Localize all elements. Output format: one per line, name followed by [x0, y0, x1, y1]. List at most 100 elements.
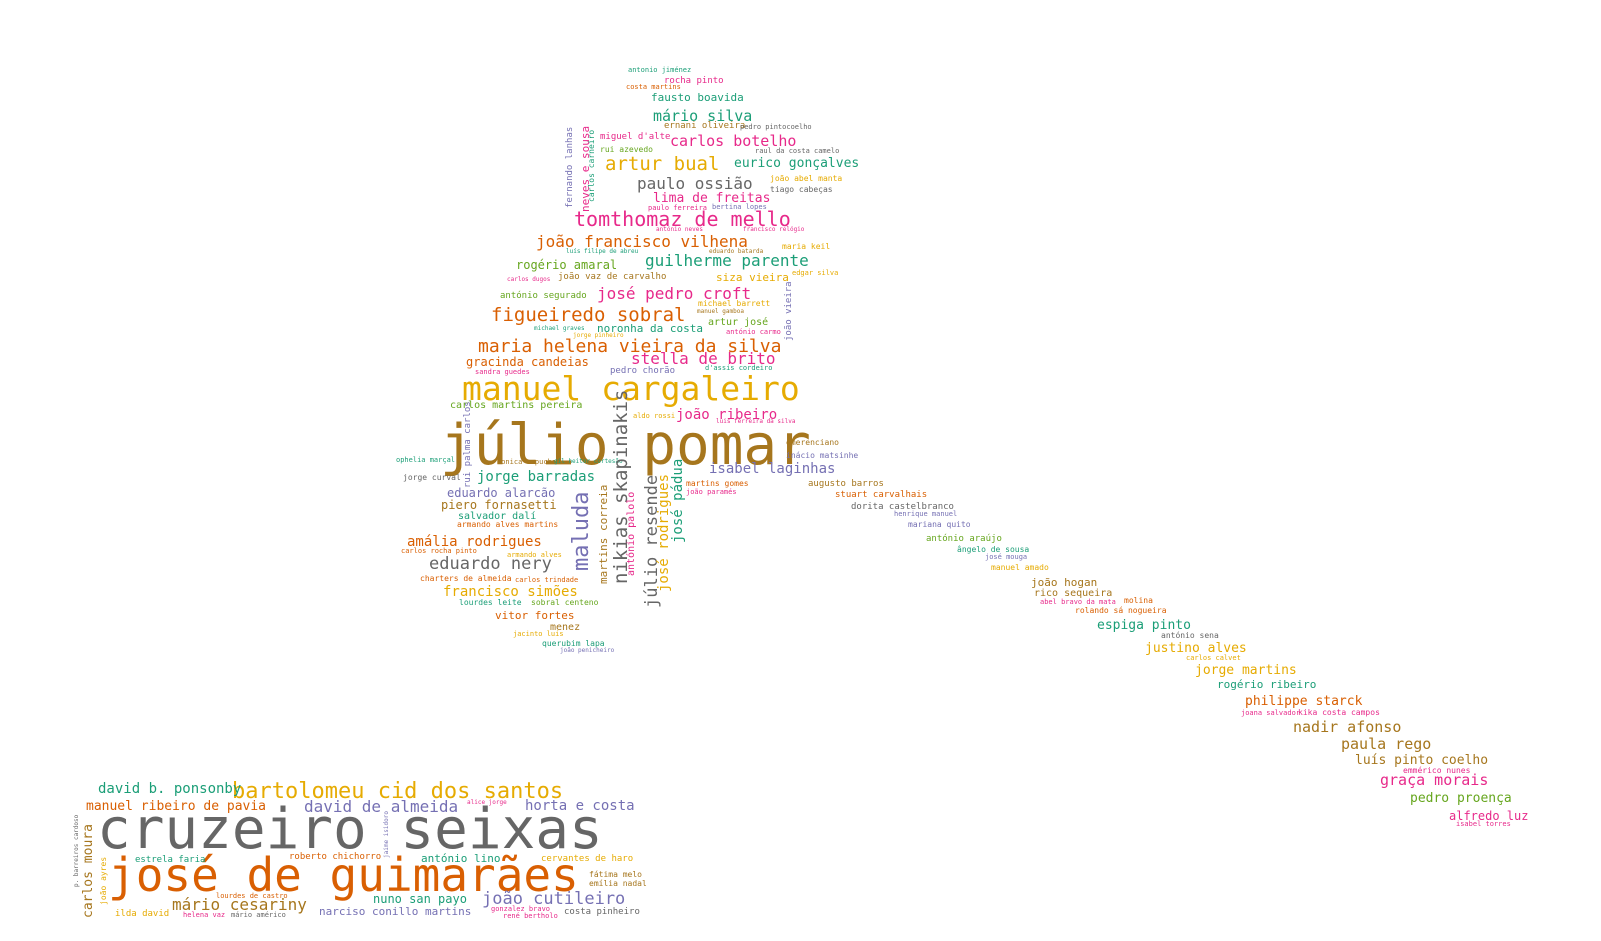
word: artur bual [605, 153, 720, 175]
word: jorge barradas [477, 469, 596, 485]
word: figueiredo sobral [491, 304, 686, 326]
word: josé rodrigues [656, 473, 672, 592]
word: costa pinheiro [564, 907, 640, 917]
word: manuel amado [991, 563, 1049, 572]
word: antónio carmo [726, 328, 781, 336]
word: emília nadal [589, 879, 647, 888]
word: p. barreiros cardoso [73, 814, 80, 887]
word: narciso conillo martins [319, 905, 472, 918]
word: philippe starck [1245, 694, 1363, 709]
word: martins gomes [686, 479, 749, 488]
word: ângelo de sousa [957, 545, 1030, 554]
word: antónio palolo [626, 491, 637, 576]
word: antónio araújo [926, 534, 1002, 544]
word: gil heitor cortesão [554, 458, 623, 465]
word: lourdes de castro [216, 892, 288, 900]
word: tiago cabeças [770, 185, 833, 194]
word: nadir afonso [1293, 718, 1402, 736]
word: amália rodrigues [407, 534, 542, 550]
word: jorge curval [403, 473, 461, 482]
word: armando alves martins [457, 520, 559, 529]
word: augusto barros [808, 479, 884, 489]
word: jacinto luís [513, 630, 564, 638]
word: jorge martins [1195, 663, 1297, 678]
word: antónio neves [656, 226, 703, 233]
word: justino alves [1145, 641, 1247, 656]
word: jaime isidoro [383, 811, 390, 858]
word: rené bertholo [503, 912, 558, 920]
word: fátima melo [589, 870, 642, 879]
word: michael barrett [698, 299, 771, 308]
word: eurico gonçalves [734, 156, 860, 171]
word: joão abel manta [770, 174, 843, 183]
word: bartolomeu cid dos santos [232, 779, 564, 804]
word: cervantes de haro [541, 854, 634, 864]
word: dorita castelbranco [851, 502, 954, 512]
word: paulo ossião [637, 174, 753, 193]
word: aldo rossi [633, 412, 676, 420]
word: carlos rocha pinto [401, 547, 477, 555]
word: joão vaz de carvalho [558, 272, 667, 282]
word: jorge pinheiro [573, 332, 624, 339]
word: eduardo batarda [709, 248, 764, 255]
word: joão paramés [686, 488, 737, 496]
word: rolando sá nogueira [1075, 606, 1167, 615]
word: rui palma carlos [463, 401, 473, 488]
word: henrique manuel [894, 510, 958, 518]
word: guilherme parente [645, 251, 809, 270]
word: manuel gamboa [697, 308, 744, 315]
word: monica capucho [497, 458, 557, 466]
word: mário américo [231, 911, 286, 919]
word: josé pádua [670, 458, 686, 543]
word: rui azevedo [600, 145, 653, 154]
word: inácio matsinhe [786, 451, 859, 460]
word: mariana quito [908, 520, 971, 529]
word: gracinda candeias [466, 355, 589, 369]
word: luís filipe de abreu [566, 248, 639, 255]
word: sandra guedes [475, 368, 530, 376]
word: mário cesariny [172, 895, 307, 914]
word: francisco relógio [743, 226, 805, 233]
word: paula rego [1341, 735, 1432, 753]
word: ophelia marçal [396, 456, 456, 464]
word: josé de guimarães [108, 848, 579, 902]
word: noronha da costa [597, 322, 703, 335]
word: espiga pinto [1097, 618, 1191, 633]
word: molina [1124, 596, 1153, 605]
word: joão francisco vilhena [536, 232, 748, 251]
word: michael graves [534, 325, 585, 332]
word: menez [550, 622, 581, 633]
word: ilda david [115, 909, 170, 919]
word: salvador dalí [458, 511, 537, 522]
word: stuart carvalhais [835, 490, 928, 500]
word: tomthomaz de mello [574, 207, 791, 231]
word: pedro chorão [610, 366, 676, 376]
word: armando alves [507, 551, 562, 559]
word: rocha pinto [664, 76, 724, 86]
word: bertina lopes [712, 203, 767, 211]
word: costa martins [626, 83, 681, 91]
word: manuel ribeiro de pavia [86, 799, 267, 814]
word: siza vieira [716, 271, 789, 284]
word: kika costa campos [1298, 708, 1380, 717]
word: miguel d'alte [600, 132, 671, 142]
word: abel bravo da mata [1040, 598, 1116, 606]
word: fernando lanhas [565, 126, 575, 208]
word: joão penicheiro [560, 647, 615, 654]
word: roberto chichorro [289, 852, 382, 862]
word: eduardo nery [429, 554, 552, 574]
word: rogério amaral [516, 258, 618, 272]
word: luís pinto coelho [1355, 753, 1489, 768]
word: piero fornasetti [441, 498, 557, 512]
word: nuno san payo [373, 892, 467, 906]
word: carlos dugos [507, 276, 551, 283]
word: joão cutileiro [482, 889, 626, 909]
word: isabel laginhas [709, 461, 836, 477]
word: joão vieira [784, 281, 794, 341]
word: isabel torres [1456, 820, 1511, 828]
word: mário silva [653, 107, 753, 125]
word: júlio pomar [440, 413, 811, 478]
word: alice jorge [467, 799, 507, 806]
word: fausto boavida [651, 91, 744, 104]
